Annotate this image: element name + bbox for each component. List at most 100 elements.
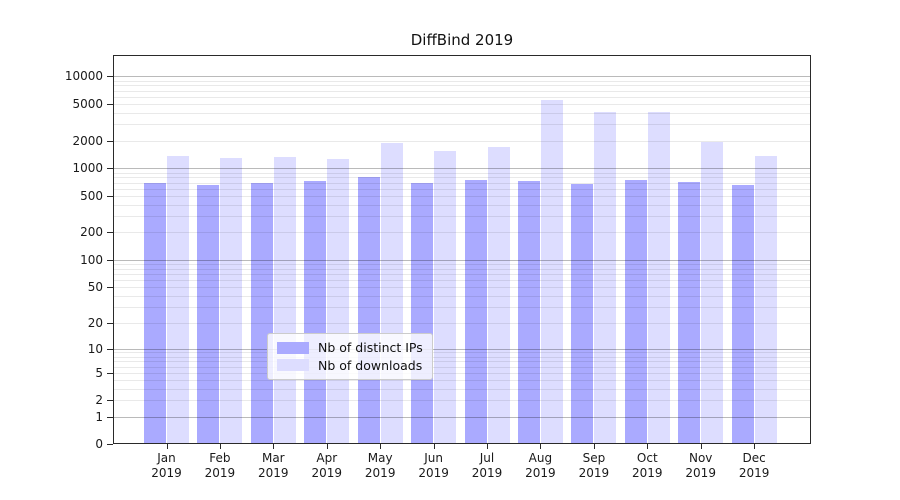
legend-item-distinct-ips: Nb of distinct IPs <box>277 340 423 355</box>
bar-downloads <box>167 156 189 444</box>
x-tick-label: Jul 2019 <box>471 451 503 480</box>
x-tick-label: Mar 2019 <box>258 451 289 480</box>
gridline <box>113 85 811 87</box>
y-tick-label: 5 <box>95 365 103 380</box>
gridline <box>113 287 811 289</box>
bar-downloads <box>540 100 563 444</box>
chart-title: DiffBind 2019 <box>410 31 514 49</box>
gridline <box>113 216 811 218</box>
y-tick-label: 1000 <box>72 161 103 176</box>
gridline <box>113 140 811 142</box>
x-tick-mark <box>219 444 221 449</box>
bar-distinct-ips <box>517 180 540 444</box>
gridline <box>113 388 811 390</box>
bar-distinct-ips <box>731 184 754 444</box>
gridline <box>113 348 811 350</box>
x-tick-mark <box>166 444 168 449</box>
y-tick-mark <box>107 168 113 170</box>
x-tick-mark <box>754 444 756 449</box>
legend-item-downloads: Nb of downloads <box>277 358 423 373</box>
x-tick-mark <box>540 444 542 449</box>
y-tick-mark <box>107 232 113 234</box>
gridline <box>113 268 811 270</box>
y-tick-mark <box>107 76 113 78</box>
gridline <box>113 168 811 170</box>
gridline <box>113 295 811 297</box>
y-tick-mark <box>107 400 113 402</box>
x-tick-mark <box>380 444 382 449</box>
gridline <box>113 195 811 197</box>
x-tick-label: Sep 2019 <box>578 451 610 480</box>
gridline <box>113 400 811 402</box>
gridline <box>113 259 811 261</box>
x-tick-mark <box>700 444 702 449</box>
bar-distinct-ips <box>411 182 434 444</box>
gridline <box>113 416 811 418</box>
x-tick-mark <box>433 444 435 449</box>
gridline <box>113 232 811 234</box>
bar-distinct-ips <box>250 183 273 444</box>
y-tick-mark <box>107 259 113 261</box>
gridline <box>113 274 811 275</box>
gridline <box>113 366 811 368</box>
y-tick-mark <box>107 140 113 142</box>
x-tick-mark <box>593 444 595 449</box>
legend-swatch-downloads <box>277 359 309 372</box>
y-tick-mark <box>107 195 113 197</box>
gridline <box>113 307 811 309</box>
gridline <box>113 188 811 190</box>
y-tick-label: 10 <box>87 341 103 356</box>
bar-distinct-ips <box>571 183 594 444</box>
x-tick-label: Dec 2019 <box>738 451 770 480</box>
gridline <box>113 380 811 381</box>
bar-downloads <box>701 141 724 444</box>
bar-distinct-ips <box>678 181 701 444</box>
y-tick-label: 200 <box>80 225 103 240</box>
bar-downloads <box>594 111 617 444</box>
bar-distinct-ips <box>304 180 327 444</box>
gridline <box>113 112 811 114</box>
x-tick-mark <box>487 444 488 449</box>
y-tick-label: 0 <box>95 437 103 452</box>
y-tick-mark <box>107 372 113 374</box>
gridline <box>113 80 811 82</box>
gridline <box>113 356 811 358</box>
y-tick-label: 2000 <box>72 133 103 148</box>
bar-downloads <box>647 111 670 444</box>
legend-swatch-distinct-ips <box>277 341 309 354</box>
plot-area <box>113 55 811 444</box>
gridline <box>113 372 811 374</box>
gridline <box>113 280 811 281</box>
gridline <box>113 96 811 98</box>
gridline <box>113 90 811 92</box>
y-tick-mark <box>107 348 113 350</box>
bar-distinct-ips <box>144 182 166 444</box>
gridline <box>113 124 811 126</box>
y-tick-label: 20 <box>87 315 103 330</box>
gridline <box>113 204 811 206</box>
y-tick-label: 100 <box>80 252 103 267</box>
gridline <box>113 104 811 105</box>
x-tick-label: Jun 2019 <box>418 451 449 480</box>
x-tick-label: Aug 2019 <box>525 451 556 480</box>
y-tick-mark <box>107 322 113 324</box>
gridline <box>113 361 811 363</box>
gridline <box>113 182 811 184</box>
x-tick-mark <box>647 444 649 449</box>
x-tick-label: Apr 2019 <box>311 451 343 480</box>
y-tick-mark <box>107 104 113 105</box>
y-tick-label: 5000 <box>72 97 103 111</box>
x-tick-mark <box>326 444 328 449</box>
x-tick-label: Nov 2019 <box>685 451 716 480</box>
y-tick-mark <box>107 444 113 446</box>
x-tick-label: Oct 2019 <box>632 451 663 480</box>
gridline <box>113 264 811 266</box>
y-tick-label: 10000 <box>64 69 103 84</box>
x-tick-label: Jan 2019 <box>151 451 182 480</box>
bar-distinct-ips <box>624 180 647 444</box>
bar-distinct-ips <box>197 184 220 444</box>
legend-label-downloads: Nb of downloads <box>318 357 423 373</box>
x-tick-mark <box>273 444 275 449</box>
gridline <box>113 76 811 78</box>
